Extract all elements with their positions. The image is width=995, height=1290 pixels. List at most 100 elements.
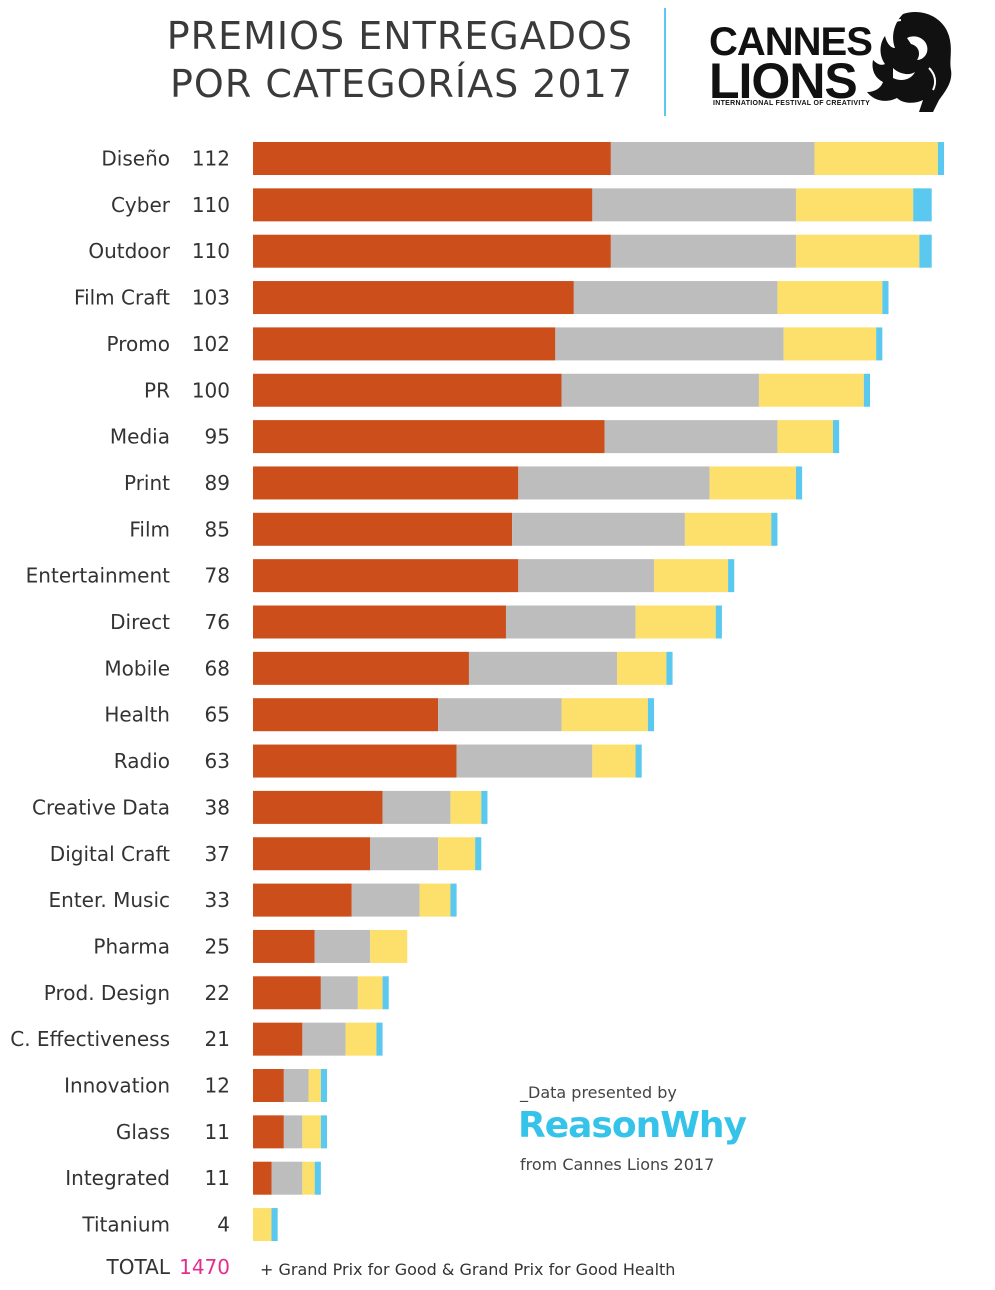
gray-segment <box>610 234 796 268</box>
category-label: PR <box>144 378 170 402</box>
credit-prefix: _Data presented by <box>520 1083 677 1102</box>
blue-segment <box>635 744 642 778</box>
header-divider <box>664 8 666 116</box>
category-label: C. Effectiveness <box>10 1027 170 1051</box>
category-label: Enter. Music <box>49 888 170 912</box>
yellow-segment <box>302 1161 315 1195</box>
orange-segment <box>253 234 611 268</box>
blue-segment <box>937 142 945 175</box>
bar-row: Glass 11 <box>116 1115 328 1149</box>
blue-segment <box>320 1115 328 1149</box>
yellow-segment <box>450 790 482 824</box>
gray-segment <box>561 373 759 407</box>
category-total-label: 110 <box>192 193 230 217</box>
blue-segment <box>876 327 883 361</box>
category-total-label: 65 <box>205 703 230 727</box>
orange-segment <box>253 188 593 222</box>
gray-segment <box>468 651 618 685</box>
yellow-segment <box>795 188 914 222</box>
chart-title-line-1: PREMIOS ENTREGADOS <box>166 14 633 58</box>
blue-segment <box>450 883 457 917</box>
orange-segment <box>253 1022 303 1056</box>
category-total-label: 95 <box>205 425 230 449</box>
logo-tagline: INTERNATIONAL FESTIVAL OF CREATIVITY <box>713 100 871 107</box>
lion-icon <box>867 12 952 112</box>
stacked-bar-chart: Diseño 112 Cyber 110 Outdoor 110 Film Craft 103… <box>10 142 945 1242</box>
category-label: Innovation <box>64 1074 170 1098</box>
gray-segment <box>283 1069 309 1102</box>
category-label: Digital Craft <box>50 842 170 866</box>
category-total-label: 110 <box>192 239 230 263</box>
orange-segment <box>253 605 506 639</box>
category-total-label: 4 <box>217 1213 230 1237</box>
blue-segment <box>382 976 389 1010</box>
total-label: TOTAL <box>106 1255 170 1279</box>
orange-segment <box>253 373 562 407</box>
yellow-segment <box>684 512 772 546</box>
orange-segment <box>253 744 457 778</box>
gray-segment <box>302 1022 346 1056</box>
bar-row: Enter. Music 33 <box>49 883 457 917</box>
gray-segment <box>592 188 796 222</box>
yellow-segment <box>370 929 408 963</box>
blue-segment <box>728 559 735 593</box>
bar-row: Diseño 112 <box>101 142 945 175</box>
bar-row: C. Effectiveness 21 <box>10 1022 383 1056</box>
category-label: Outdoor <box>88 239 170 263</box>
bar-row: Health 65 <box>104 698 655 732</box>
yellow-segment <box>419 883 451 917</box>
yellow-segment <box>302 1115 321 1149</box>
gray-segment <box>351 883 420 917</box>
category-total-label: 85 <box>205 517 230 541</box>
blue-segment <box>832 420 840 454</box>
bar-row: Pharma 25 <box>93 929 408 963</box>
blue-segment <box>271 1208 278 1242</box>
category-total-label: 33 <box>205 888 230 912</box>
yellow-segment <box>758 373 864 407</box>
bar-row: Film 85 <box>129 512 778 546</box>
orange-segment <box>253 651 469 685</box>
orange-segment <box>253 1069 284 1102</box>
gray-segment <box>610 142 815 175</box>
category-total-label: 21 <box>205 1027 230 1051</box>
gray-segment <box>604 420 778 454</box>
category-total-label: 78 <box>205 564 230 588</box>
yellow-segment <box>783 327 877 361</box>
category-label: Entertainment <box>26 564 170 588</box>
category-label: Titanium <box>81 1213 170 1237</box>
yellow-segment <box>592 744 636 778</box>
chart-title-line-2: POR CATEGORÍAS 2017 <box>170 62 633 106</box>
category-total-label: 112 <box>192 147 230 171</box>
category-total-label: 103 <box>192 286 230 310</box>
gray-segment <box>518 559 655 593</box>
category-total-label: 37 <box>205 842 230 866</box>
category-label: Direct <box>110 610 170 634</box>
gray-segment <box>320 976 358 1010</box>
bar-row: Cyber 110 <box>111 188 932 222</box>
category-total-label: 12 <box>205 1074 230 1098</box>
cannes-lions-logo: CANNES LIONS INTERNATIONAL FESTIVAL OF C… <box>705 8 955 116</box>
orange-segment <box>253 837 371 871</box>
gray-segment <box>505 605 636 639</box>
orange-segment <box>253 420 605 454</box>
orange-segment <box>253 976 321 1010</box>
footnote: + Grand Prix for Good & Grand Prix for G… <box>260 1260 676 1279</box>
gray-segment <box>456 744 593 778</box>
bar-row: Media 95 <box>110 420 840 454</box>
category-label: Diseño <box>101 147 170 171</box>
category-total-label: 38 <box>205 795 230 819</box>
logo-word-cannes: CANNES <box>709 20 873 64</box>
blue-segment <box>771 512 778 546</box>
bar-row: Outdoor 110 <box>88 234 932 268</box>
bar-row: Print 89 <box>124 466 803 500</box>
category-label: Print <box>124 471 170 495</box>
yellow-segment <box>709 466 796 500</box>
orange-segment <box>253 281 574 315</box>
blue-segment <box>795 466 803 500</box>
gray-segment <box>283 1115 303 1149</box>
gray-segment <box>314 929 371 963</box>
gray-segment <box>573 281 778 315</box>
header: PREMIOS ENTREGADOS POR CATEGORÍAS 2017 C… <box>0 0 995 125</box>
yellow-segment <box>777 281 883 315</box>
credit-suffix: from Cannes Lions 2017 <box>520 1155 715 1174</box>
